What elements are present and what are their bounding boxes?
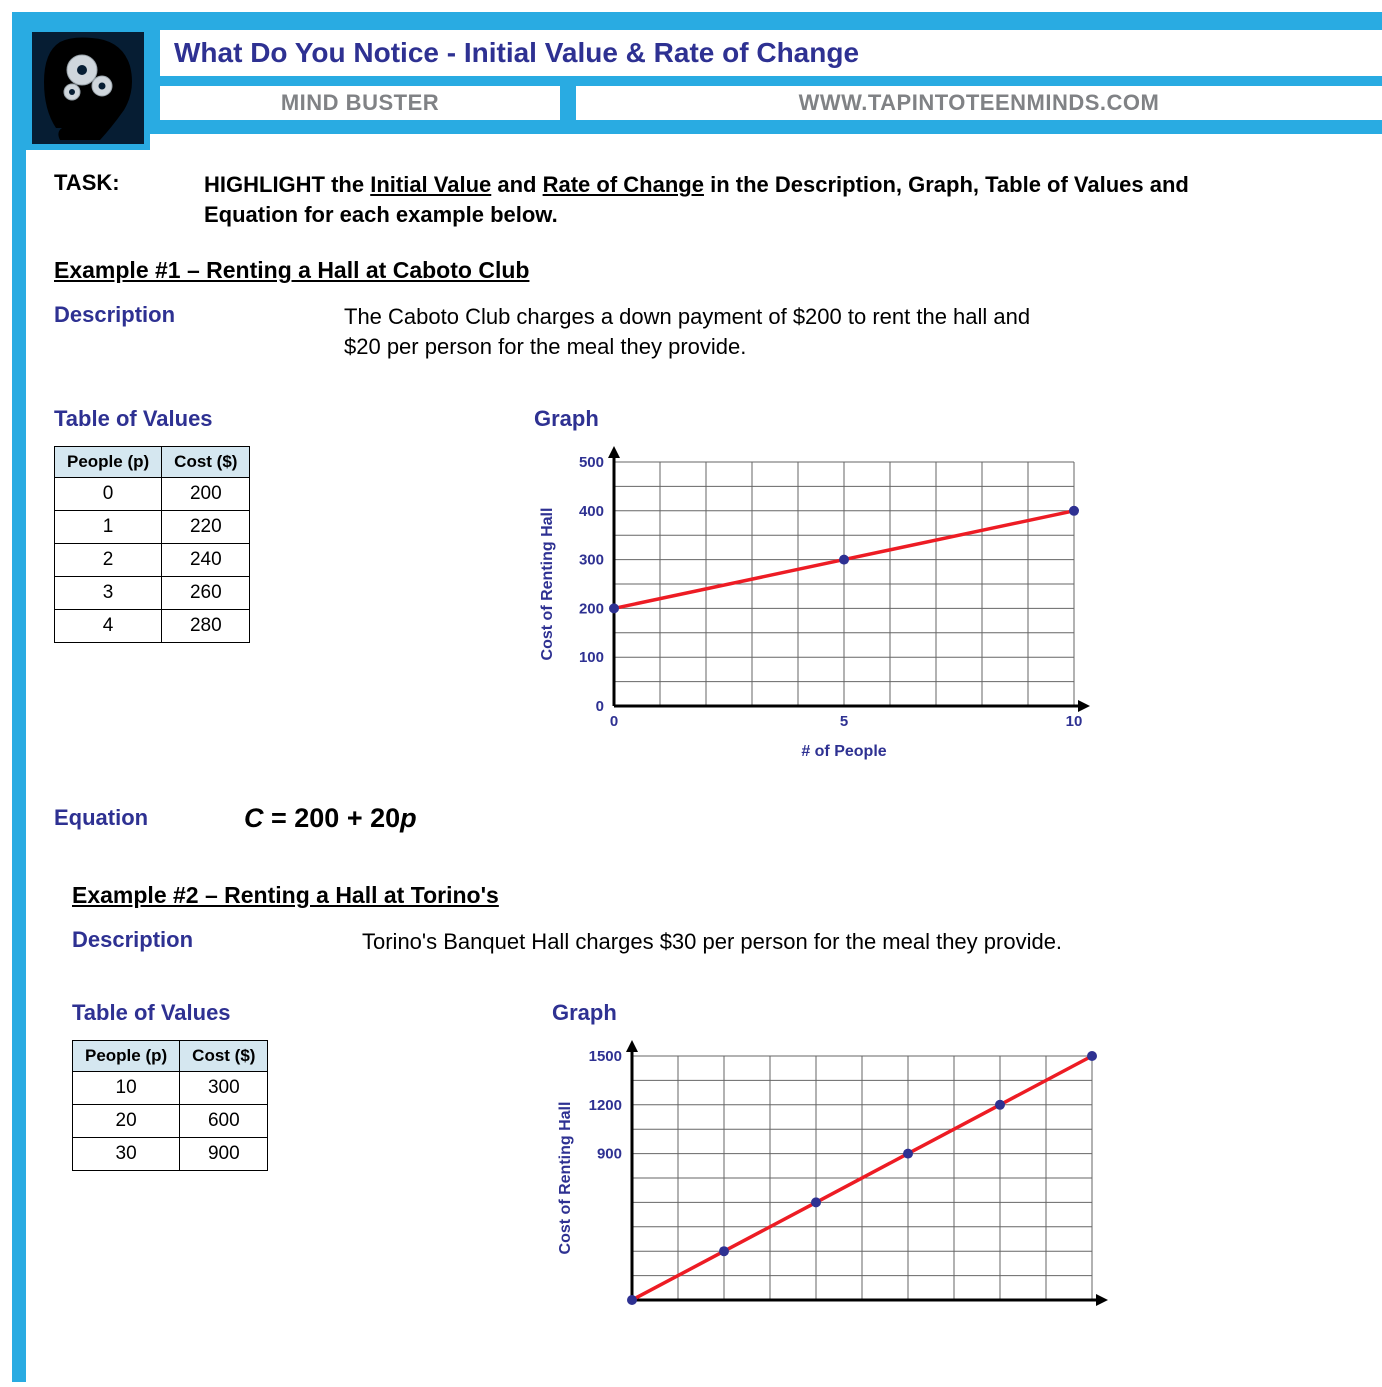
table-col1: People (p) [55, 446, 162, 477]
example2-title: Example #2 – Renting a Hall at Torino's [72, 882, 1382, 909]
task-u1: Initial Value [370, 172, 491, 197]
example1-graph: 0 100 200 300 400 500 0 5 10 # of People Cost of R… [534, 442, 1114, 767]
brain-gears-logo [32, 32, 144, 144]
svg-text:400: 400 [579, 503, 604, 520]
equation-label: Equation [54, 805, 184, 831]
svg-text:300: 300 [579, 551, 604, 568]
table-header-row: People (p) Cost ($) [73, 1041, 268, 1072]
title-bar: What Do You Notice - Initial Value & Rat… [160, 30, 1382, 76]
svg-text:Cost of Renting Hall: Cost of Renting Hall [539, 507, 556, 660]
svg-text:0: 0 [596, 698, 604, 715]
table-row: 0200 [55, 477, 250, 510]
description-label-2: Description [72, 927, 252, 957]
svg-text:Cost of Renting Hall: Cost of Renting Hall [557, 1102, 574, 1255]
table-col1: People (p) [73, 1041, 180, 1072]
svg-text:# of People: # of People [801, 743, 886, 760]
sub-bar-right: WWW.TAPINTOTEENMINDS.COM [576, 86, 1382, 120]
example2-desc-row: Description Torino's Banquet Hall charge… [72, 927, 1382, 957]
table-col2: Cost ($) [180, 1041, 268, 1072]
task-row: TASK: HIGHLIGHT the Initial Value and Ra… [54, 170, 1382, 229]
example2-table: People (p) Cost ($) 10300 20600 30900 [72, 1040, 268, 1171]
tov-label-2: Table of Values [72, 1000, 512, 1026]
task-label: TASK: [54, 170, 154, 229]
task-before: HIGHLIGHT the [204, 172, 370, 197]
example2-two-col: Table of Values People (p) Cost ($) 1030… [72, 1000, 1382, 1361]
svg-text:1200: 1200 [589, 1097, 622, 1114]
example2-graph: 900 1200 1500 Cost of Renting Hall [552, 1036, 1132, 1361]
example1-right: Graph 0 100 200 300 400 500 0 5 10 # of People Cos… [534, 406, 1382, 767]
svg-text:500: 500 [579, 454, 604, 471]
example1-table: People (p) Cost ($) 0200 1220 2240 3260 … [54, 446, 250, 643]
table-row: 3260 [55, 576, 250, 609]
svg-text:10: 10 [1066, 713, 1083, 730]
description-label: Description [54, 302, 234, 361]
table-row: 1220 [55, 510, 250, 543]
table-row: 30900 [73, 1138, 268, 1171]
svg-text:100: 100 [579, 649, 604, 666]
svg-text:0: 0 [610, 713, 618, 730]
example1-desc-row: Description The Caboto Club charges a do… [54, 302, 1382, 361]
svg-text:5: 5 [840, 713, 848, 730]
example1-left: Table of Values People (p) Cost ($) 0200… [54, 406, 494, 767]
example2-desc: Torino's Banquet Hall charges $30 per pe… [362, 927, 1062, 957]
example2-left: Table of Values People (p) Cost ($) 1030… [72, 1000, 512, 1361]
svg-text:900: 900 [597, 1146, 622, 1163]
sub-bars: MIND BUSTER WWW.TAPINTOTEENMINDS.COM [160, 86, 1382, 120]
tov-label-1: Table of Values [54, 406, 494, 432]
example1-eq-row: Equation C = 200 + 20p [54, 803, 1382, 834]
table-row: 4280 [55, 609, 250, 642]
content: TASK: HIGHLIGHT the Initial Value and Ra… [54, 170, 1382, 1387]
example1-two-col: Table of Values People (p) Cost ($) 0200… [54, 406, 1382, 767]
table-row: 10300 [73, 1072, 268, 1105]
table-col2: Cost ($) [162, 446, 250, 477]
graph-label-2: Graph [552, 1000, 1382, 1026]
example1-equation: C = 200 + 20p [244, 803, 417, 834]
task-text: HIGHLIGHT the Initial Value and Rate of … [204, 170, 1264, 229]
example1-title: Example #1 – Renting a Hall at Caboto Cl… [54, 257, 1382, 284]
svg-text:200: 200 [579, 600, 604, 617]
graph-label-1: Graph [534, 406, 1382, 432]
table-row: 2240 [55, 543, 250, 576]
table-row: 20600 [73, 1105, 268, 1138]
example2-right: Graph 900 1200 1500 Cost of Renting Hall [552, 1000, 1382, 1361]
example1-desc: The Caboto Club charges a down payment o… [344, 302, 1064, 361]
sub-bar-left: MIND BUSTER [160, 86, 560, 120]
task-u2: Rate of Change [543, 172, 704, 197]
svg-text:1500: 1500 [589, 1048, 622, 1065]
table-header-row: People (p) Cost ($) [55, 446, 250, 477]
task-mid: and [491, 172, 542, 197]
logo-box [26, 26, 150, 150]
page-title: What Do You Notice - Initial Value & Rat… [174, 37, 859, 69]
